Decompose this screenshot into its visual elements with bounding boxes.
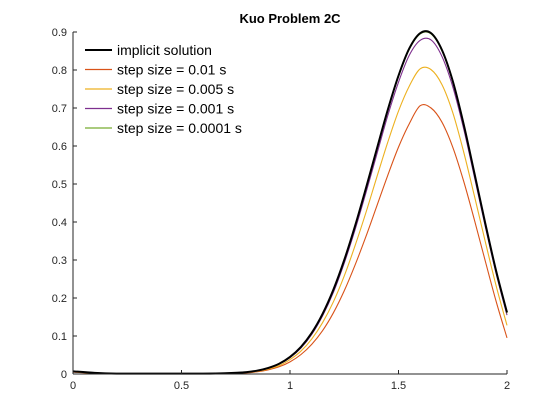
y-tick-label: 0.9 <box>52 27 67 39</box>
y-tick-label: 0.5 <box>52 179 67 191</box>
y-tick-label: 0.1 <box>52 331 67 343</box>
x-tick-label: 1 <box>287 380 293 392</box>
x-tick-label: 0.5 <box>174 380 189 392</box>
x-tick-label: 2 <box>504 380 510 392</box>
y-tick-label: 0.8 <box>52 65 67 77</box>
legend-item: step size = 0.005 s <box>85 81 234 97</box>
legend-item: step size = 0.01 s <box>85 62 226 78</box>
y-tick-label: 0.6 <box>52 141 67 153</box>
y-tick-label: 0.4 <box>52 217 67 229</box>
legend-label: step size = 0.0001 s <box>117 120 242 136</box>
x-tick-label: 0 <box>70 380 76 392</box>
legend-item: step size = 0.001 s <box>85 101 234 117</box>
series-line-1 <box>72 104 508 375</box>
legend-item: step size = 0.0001 s <box>85 120 242 136</box>
legend-item: implicit solution <box>85 42 212 58</box>
legend-label: step size = 0.005 s <box>117 81 234 97</box>
legend-label: step size = 0.001 s <box>117 101 234 117</box>
chart-title: Kuo Problem 2C <box>239 11 341 26</box>
y-tick-label: 0 <box>61 369 67 381</box>
legend: implicit solution step size = 0.01 s step … <box>85 42 242 136</box>
y-tick-label: 0.3 <box>52 255 67 267</box>
legend-label: step size = 0.01 s <box>117 62 226 78</box>
x-tick-label: 1.5 <box>391 380 406 392</box>
y-tick-label: 0.2 <box>52 293 67 305</box>
axes-layer: 0 0.5 1 1.5 2 0 0.1 0.2 0.3 0.4 0.5 0.6 0.7 0.8 0.9 <box>52 27 510 392</box>
legend-label: implicit solution <box>117 42 212 58</box>
y-tick-label: 0.7 <box>52 103 67 115</box>
